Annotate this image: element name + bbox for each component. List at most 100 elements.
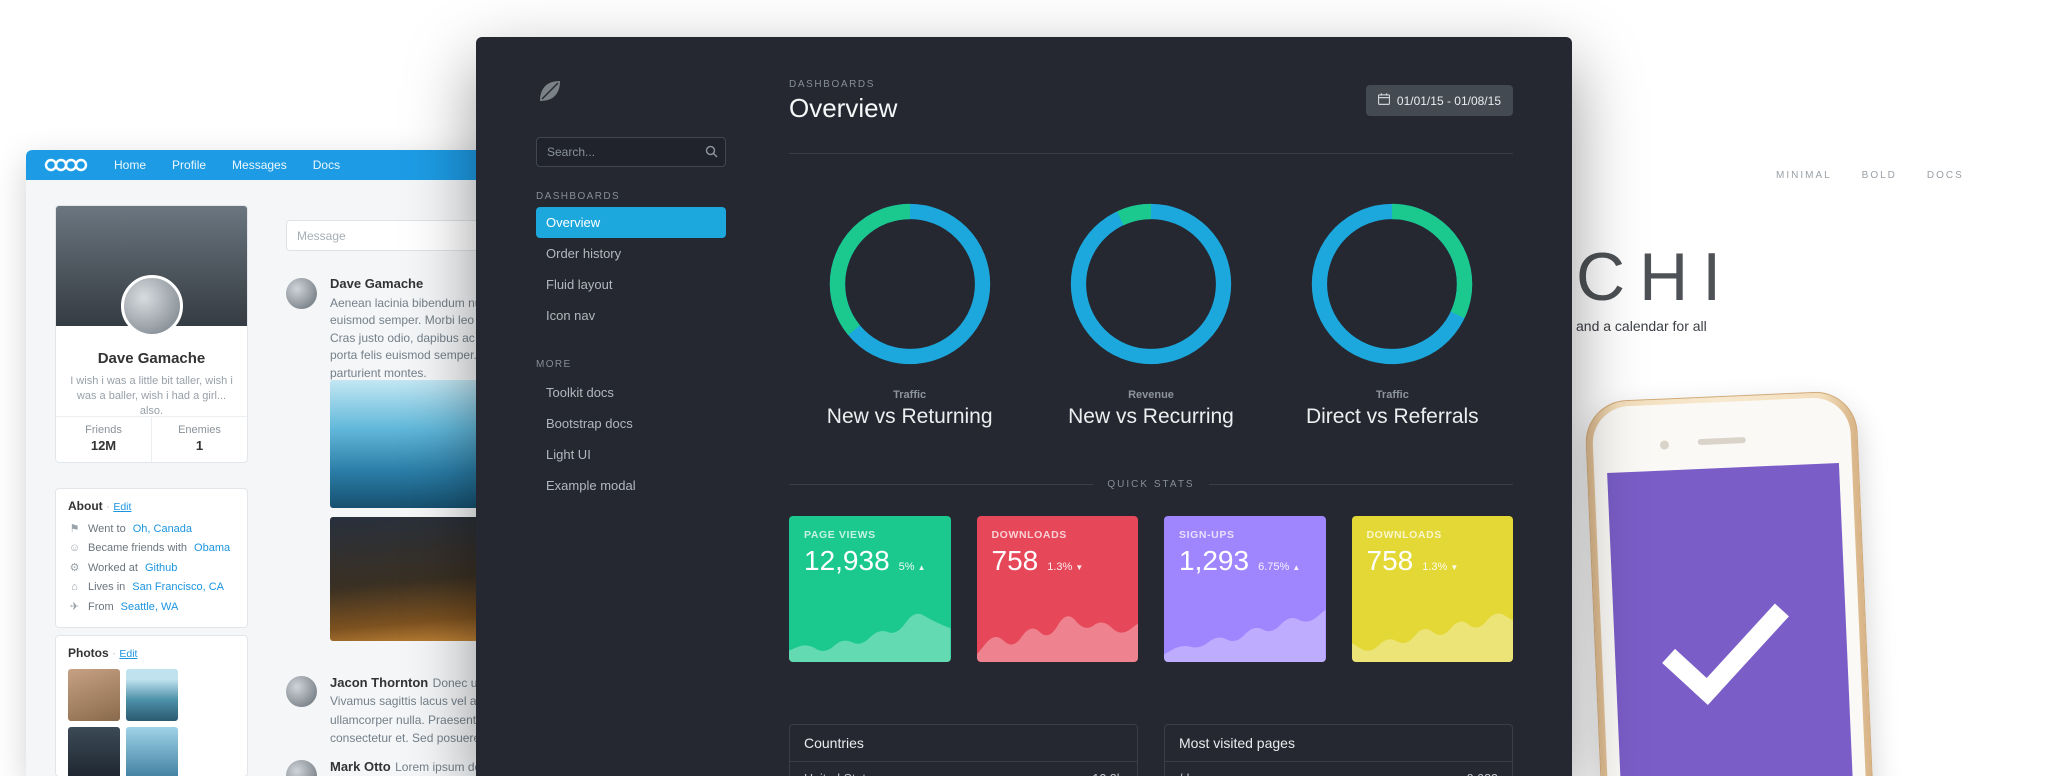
country-value: 12.8k xyxy=(1092,772,1123,776)
dashboard-sidebar: DASHBOARDS Overview Order history Fluid … xyxy=(476,37,789,776)
sidebar-item-overview[interactable]: Overview xyxy=(536,207,726,238)
quick-stats-row: PAGE VIEWS 12,938 5% ▲ DOWNLOADS 758 1.3… xyxy=(789,516,1513,662)
photo-thumbnail[interactable] xyxy=(126,669,178,721)
about-edit-link[interactable]: Edit xyxy=(113,501,132,513)
social-nav-docs[interactable]: Docs xyxy=(312,158,341,172)
profile-avatar xyxy=(120,275,183,337)
country-name: United States xyxy=(804,772,879,776)
donut-category: Revenue xyxy=(1128,389,1174,401)
friends-stat: Friends 12M xyxy=(56,417,151,462)
post-photo-building[interactable] xyxy=(330,517,480,641)
donut-title: Direct vs Referrals xyxy=(1305,405,1479,428)
bottom-panels-row: Countries United States 12.8k Most visit… xyxy=(789,724,1513,776)
landing-nav-minimal[interactable]: MINIMAL xyxy=(1776,170,1832,181)
page-value: 9,083 xyxy=(1467,772,1498,776)
most-visited-pages-panel: Most visited pages /docs 9,083 xyxy=(1164,724,1513,776)
profile-card: Dave Gamache I wish i was a little bit t… xyxy=(55,205,248,463)
about-row: ☺ Became friends with Obama xyxy=(68,542,235,554)
leaf-logo-icon[interactable] xyxy=(536,77,564,110)
enemies-value: 1 xyxy=(195,438,204,453)
photos-header: Photos · Edit xyxy=(68,646,235,660)
stat-card-sign-ups: SIGN-UPS 1,293 6.75% ▲ xyxy=(1164,516,1326,662)
social-nav-home[interactable]: Home xyxy=(114,158,147,172)
landing-nav-bold[interactable]: BOLD xyxy=(1861,170,1897,181)
social-nav-messages[interactable]: Messages xyxy=(232,158,287,172)
about-header: About · Edit xyxy=(68,499,235,513)
sidebar-item-fluid-layout[interactable]: Fluid layout xyxy=(546,277,613,292)
post-author[interactable]: Jacon Thornton xyxy=(330,675,429,690)
stat-label: SIGN-UPS xyxy=(1179,529,1235,541)
panel-title: Most visited pages xyxy=(1165,725,1512,762)
photos-title: Photos xyxy=(68,646,109,660)
about-row: ⚙ Worked at Github xyxy=(68,561,235,575)
about-link[interactable]: Oh, Canada xyxy=(132,522,193,535)
about-text: Went to xyxy=(88,522,126,535)
stat-value: 12,938 xyxy=(804,545,890,576)
donut-title: New vs Returning xyxy=(826,405,993,428)
about-link[interactable]: San Francisco, CA xyxy=(132,581,224,593)
donut-direct-vs-referrals: Traffic Direct vs Referrals xyxy=(1272,200,1513,429)
work-icon: ⚙ xyxy=(69,562,80,574)
post-avatar xyxy=(286,278,317,309)
stat-value: 758 xyxy=(1366,545,1414,576)
caret-up-icon: ▲ xyxy=(917,563,926,572)
stat-card-downloads: DOWNLOADS 758 1.3% ▼ xyxy=(976,516,1138,662)
about-row: ⚑ Went to Oh, Canada xyxy=(68,522,235,536)
donut-chart xyxy=(1312,203,1473,365)
about-link[interactable]: Github xyxy=(144,561,178,574)
landing-nav-docs[interactable]: DOCS xyxy=(1926,170,1964,181)
post-photo-ocean[interactable] xyxy=(330,380,480,508)
about-link[interactable]: Seattle, WA xyxy=(120,600,179,613)
enemies-stat: Enemies 1 xyxy=(151,417,247,462)
flag-icon: ⚑ xyxy=(69,523,80,535)
stat-delta: 6.75% xyxy=(1258,561,1290,573)
quick-stats-label: QUICK STATS xyxy=(1107,479,1195,490)
social-body: Dave Gamache I wish i was a little bit t… xyxy=(26,180,926,776)
photo-thumbnail[interactable] xyxy=(126,727,178,776)
about-link[interactable]: Obama xyxy=(194,542,231,554)
friends-icon: ☺ xyxy=(68,542,81,554)
social-nav-profile[interactable]: Profile xyxy=(172,158,207,172)
profile-name: Dave Gamache xyxy=(97,350,206,367)
sparkline-chart xyxy=(789,613,951,662)
iphone-speaker xyxy=(1697,436,1746,446)
sidebar-item-bootstrap-docs[interactable]: Bootstrap docs xyxy=(546,416,633,431)
profile-bio: I wish i was a little bit taller, wish i… xyxy=(70,375,233,417)
enemies-label: Enemies xyxy=(178,424,221,436)
social-logo-icon[interactable] xyxy=(44,158,88,172)
iphone-screen xyxy=(1607,462,1855,776)
separator-dot: · xyxy=(112,646,117,660)
post-author[interactable]: Mark Otto xyxy=(330,759,391,774)
sidebar-list-dashboards: Overview Order history Fluid layout Icon… xyxy=(536,207,726,331)
country-row[interactable]: United States 12.8k xyxy=(790,762,1137,776)
search-input[interactable] xyxy=(536,137,726,167)
sidebar-item-icon-nav[interactable]: Icon nav xyxy=(546,308,596,323)
sidebar-section-label: MORE xyxy=(536,359,572,370)
sparkline-chart xyxy=(1164,609,1326,662)
photo-thumbnail[interactable] xyxy=(68,727,120,776)
donut-new-vs-recurring: Revenue New vs Recurring xyxy=(1030,200,1271,429)
dashboard-window: DASHBOARDS Overview Order history Fluid … xyxy=(476,37,1572,776)
sparkline-chart xyxy=(976,616,1138,662)
landing-nav: MINIMAL BOLD DOCS xyxy=(1776,170,1964,181)
checkmark-icon xyxy=(1662,574,1789,705)
sidebar-item-example-modal[interactable]: Example modal xyxy=(546,478,636,493)
search-icon xyxy=(705,145,718,163)
about-text: From xyxy=(88,600,114,613)
sidebar-item-toolkit-docs[interactable]: Toolkit docs xyxy=(546,385,614,400)
photo-thumbnail[interactable] xyxy=(68,669,120,721)
friends-label: Friends xyxy=(85,424,122,436)
sidebar-item-order-history[interactable]: Order history xyxy=(546,246,622,261)
post-author[interactable]: Dave Gamache xyxy=(330,276,424,291)
donut-chart xyxy=(1070,203,1232,365)
page-row[interactable]: /docs 9,083 xyxy=(1165,762,1512,776)
donut-charts-row: Traffic New vs Returning Revenue New vs … xyxy=(789,200,1513,429)
photos-edit-link[interactable]: Edit xyxy=(119,648,138,660)
date-range-button[interactable]: 01/01/15 - 01/08/15 xyxy=(1365,85,1513,116)
about-text: Lives in xyxy=(88,581,126,593)
sidebar-list-more: Toolkit docs Bootstrap docs Light UI Exa… xyxy=(536,377,726,501)
stat-label: DOWNLOADS xyxy=(991,529,1067,541)
caret-down-icon: ▼ xyxy=(1450,563,1459,572)
dashboard-header: DASHBOARDS Overview 01/01/15 - 01/08/15 xyxy=(789,37,1513,154)
sidebar-item-light-ui[interactable]: Light UI xyxy=(546,447,591,462)
